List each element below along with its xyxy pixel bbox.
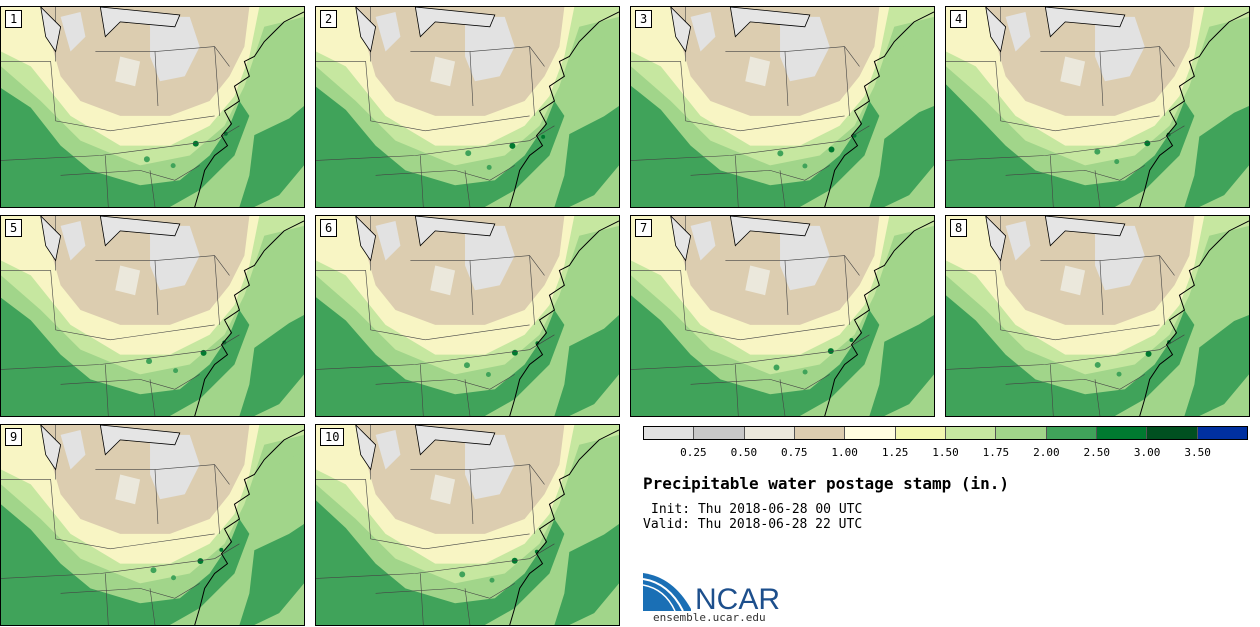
ncar-logo: NCAR: [643, 573, 780, 616]
stamp-map-4: 4: [945, 6, 1250, 208]
colorbar-segment: [794, 427, 846, 439]
valid-time: Valid: Thu 2018-06-28 22 UTC: [643, 517, 863, 532]
colorbar-segment: [644, 427, 695, 439]
colorbar-tick-label: 1.25: [881, 446, 909, 459]
colorbar-tick-label: 2.00: [1033, 446, 1060, 459]
colorbar-tick-label: 0.75: [781, 446, 808, 459]
stamp-label: 10: [320, 428, 345, 446]
colorbar-tick-label: 0.50: [730, 446, 758, 459]
stamp-map-8: 8: [945, 215, 1250, 417]
colorbar-tick-label: 2.50: [1083, 446, 1111, 459]
colorbar-segment: [1197, 427, 1247, 439]
colorbar-segment: [1046, 427, 1097, 439]
stamp-map-2: 2: [315, 6, 620, 208]
stamp-label: 9: [5, 428, 23, 446]
stamp-label: 3: [635, 10, 653, 28]
colorbar-segment: [1096, 427, 1148, 439]
colorbar-segment: [744, 427, 795, 439]
stamp-label: 6: [320, 219, 338, 237]
stamp-map-7: 7: [630, 215, 935, 417]
stamp-map-10: 10: [315, 424, 620, 626]
colorbar-tick-label: 1.50: [932, 446, 959, 459]
logo-url: ensemble.ucar.edu: [653, 611, 766, 624]
colorbar-tick-label: 1.00: [831, 446, 858, 459]
stamp-map-3: 3: [630, 6, 935, 208]
stamp-label: 4: [950, 10, 968, 28]
chart-title: Precipitable water postage stamp (in.): [643, 474, 1010, 493]
colorbar-segment: [996, 427, 1047, 439]
stamp-map-5: 5: [0, 215, 305, 417]
logo-text: NCAR: [695, 583, 780, 616]
colorbar-segment: [694, 427, 745, 439]
stamp-map-1: 1: [0, 6, 305, 208]
colorbar-segment: [945, 427, 997, 439]
colorbar-tick-label: 1.75: [982, 446, 1010, 459]
stamp-map-6: 6: [315, 215, 620, 417]
colorbar-segment: [895, 427, 946, 439]
colorbar-tick-label: 0.25: [680, 446, 707, 459]
stamp-label: 7: [635, 219, 653, 237]
colorbar: [643, 426, 1248, 440]
colorbar-tick-label: 3.50: [1184, 446, 1211, 459]
colorbar-segment: [1147, 427, 1198, 439]
colorbar-segment: [845, 427, 896, 439]
stamp-label: 5: [5, 219, 23, 237]
colorbar-tick-label: 3.00: [1133, 446, 1161, 459]
stamp-label: 1: [5, 10, 23, 28]
stamp-label: 8: [950, 219, 968, 237]
stamp-label: 2: [320, 10, 338, 28]
stamp-map-9: 9: [0, 424, 305, 626]
init-time: Init: Thu 2018-06-28 00 UTC: [651, 502, 863, 517]
